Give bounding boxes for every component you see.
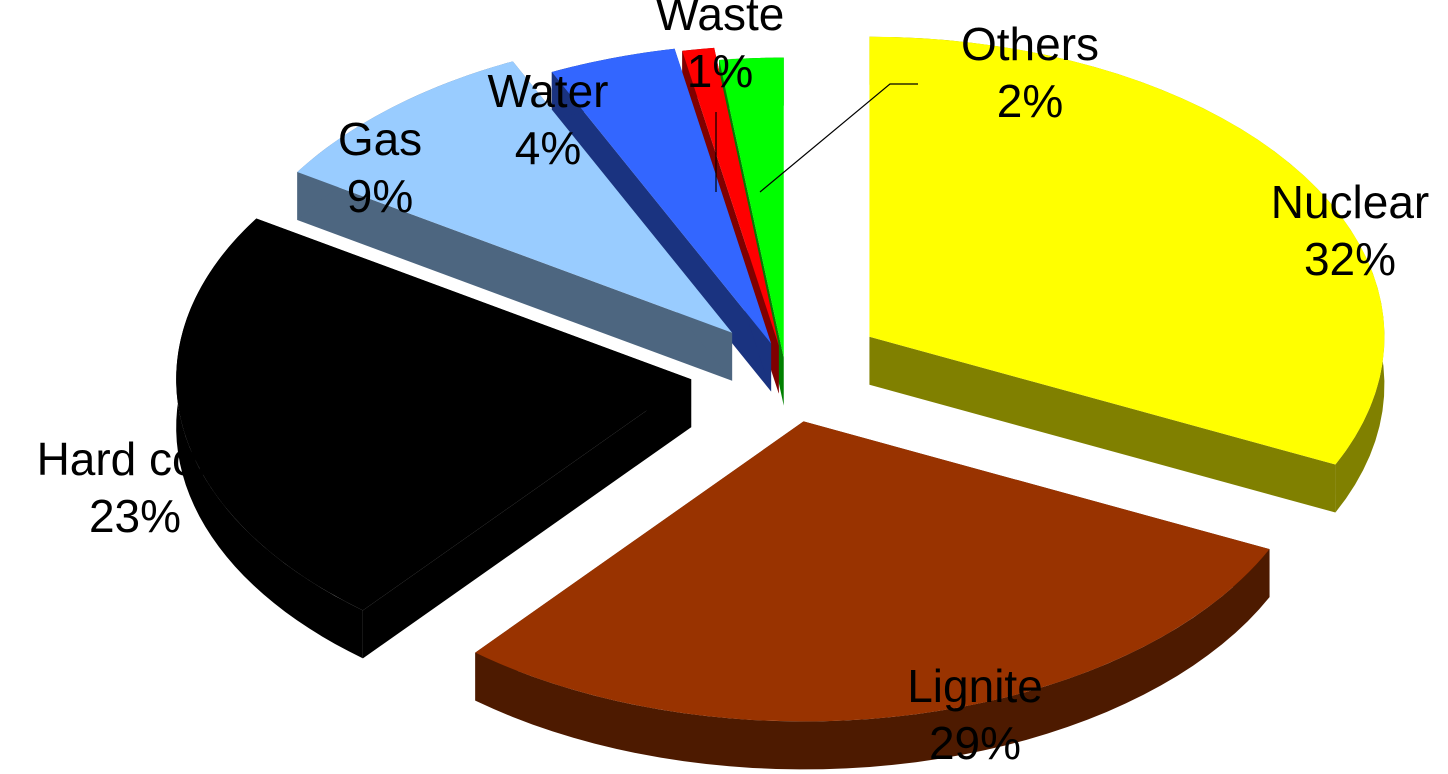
slice-percent-4: 4% bbox=[515, 122, 581, 174]
pie-slice-hard-coal bbox=[176, 218, 692, 611]
slice-wall-a-4 bbox=[551, 72, 772, 392]
data-label-4: Water 4% bbox=[488, 65, 609, 174]
pie-slice-waste bbox=[682, 47, 779, 346]
slice-percent-0: 32% bbox=[1304, 233, 1396, 285]
slice-name-1: Lignite bbox=[907, 660, 1043, 712]
slice-wall-a-2 bbox=[362, 379, 692, 659]
pie-slice-water bbox=[551, 48, 772, 344]
leader-line-6 bbox=[759, 83, 918, 193]
slice-percent-5: 1% bbox=[687, 45, 753, 97]
slice-percent-3: 9% bbox=[347, 170, 413, 222]
slice-rim-2 bbox=[176, 218, 363, 659]
data-label-6: Others 2% bbox=[961, 18, 1099, 127]
slice-wall-a-3 bbox=[297, 172, 733, 381]
pie-slice-gas bbox=[297, 61, 733, 333]
slice-wall-b-0 bbox=[869, 336, 1336, 513]
data-label-2: Hard coal 23% bbox=[37, 433, 234, 542]
data-label-0: Nuclear 32% bbox=[1271, 176, 1430, 285]
pie-slice-lignite bbox=[475, 421, 1270, 722]
data-label-3: Gas 9% bbox=[338, 113, 422, 222]
slice-percent-2: 23% bbox=[89, 490, 181, 542]
slice-name-4: Water bbox=[488, 65, 609, 117]
pie-slice-others bbox=[719, 57, 784, 358]
slice-name-0: Nuclear bbox=[1271, 176, 1430, 228]
slice-name-2: Hard coal bbox=[37, 433, 234, 485]
slice-percent-1: 29% bbox=[929, 717, 1021, 769]
slice-name-3: Gas bbox=[338, 113, 422, 165]
slice-percent-6: 2% bbox=[997, 75, 1063, 127]
data-label-1: Lignite 29% bbox=[907, 660, 1043, 769]
slice-name-6: Others bbox=[961, 18, 1099, 70]
data-label-5: Waste 1% bbox=[656, 0, 785, 97]
slice-rim-1 bbox=[475, 549, 1270, 770]
pie-slice-nuclear bbox=[869, 36, 1385, 465]
slice-name-5: Waste bbox=[656, 0, 785, 40]
